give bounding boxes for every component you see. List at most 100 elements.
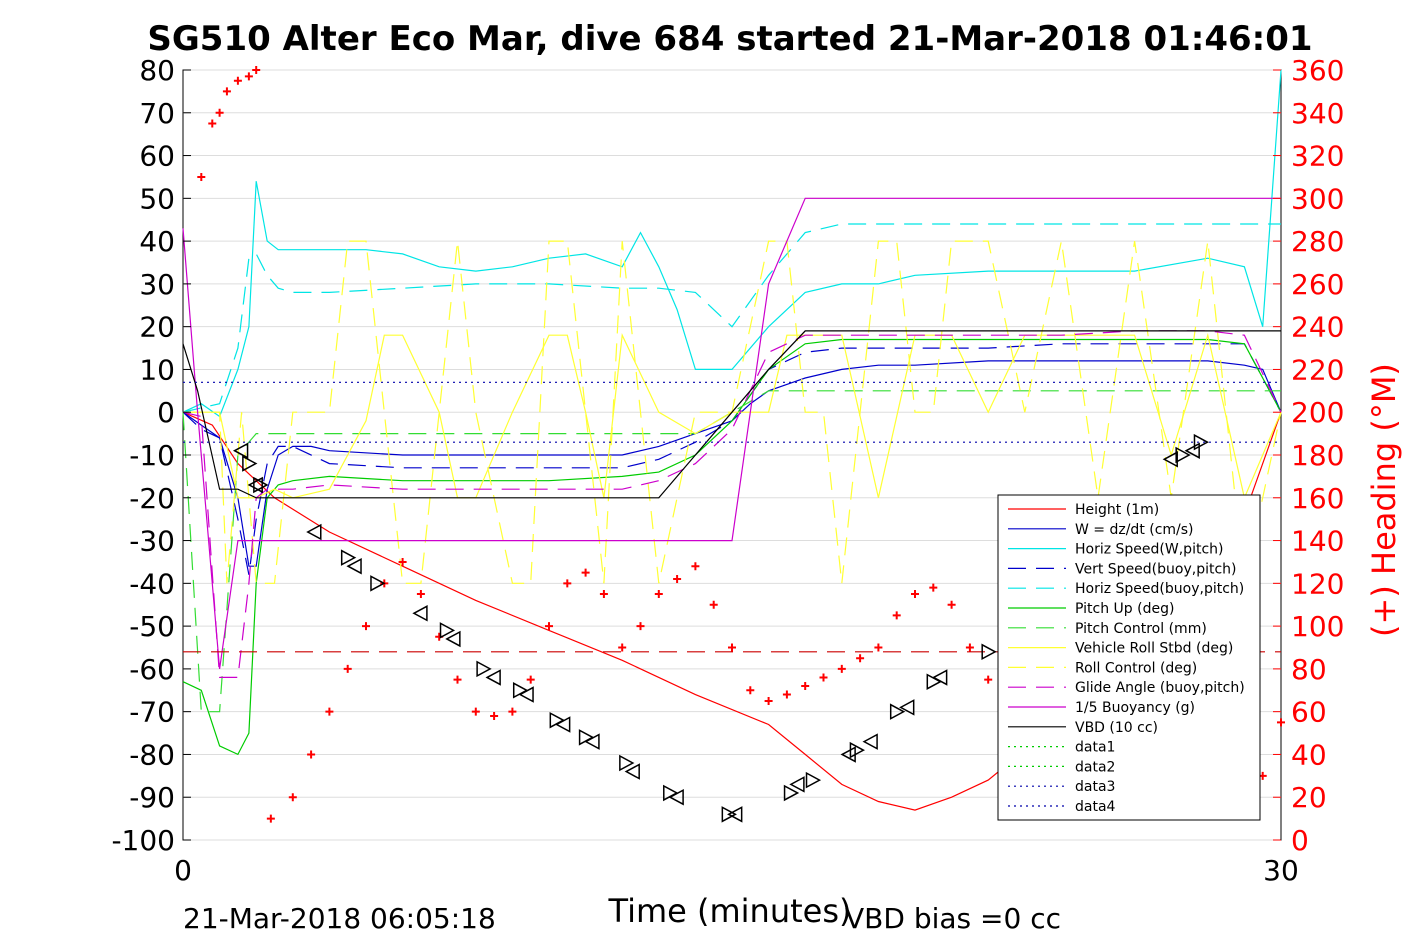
triangle-marker — [783, 784, 800, 802]
heading-point — [508, 707, 517, 716]
heading-point — [545, 622, 553, 631]
series-horiz-speed — [182, 69, 1282, 418]
right-tick-label: 360 — [1291, 54, 1344, 87]
x-axis-label: Time (minutes) — [608, 892, 852, 930]
heading-point — [526, 675, 535, 684]
heading-point — [215, 108, 224, 117]
triangle-marker — [889, 703, 906, 720]
legend-label: data3 — [1075, 779, 1115, 795]
legend-label: VBD (10 cc) — [1075, 720, 1158, 736]
triangle-marker — [412, 605, 428, 622]
triangle-marker — [232, 442, 249, 459]
left-tick-label: 60 — [139, 140, 175, 173]
legend-label: data2 — [1075, 759, 1115, 775]
series-glide-angle — [182, 330, 1282, 679]
triangle-marker — [346, 557, 362, 575]
heading-point — [892, 611, 901, 620]
triangle-marker — [555, 716, 571, 733]
triangle-marker — [340, 549, 357, 566]
footer-vbd-bias: VBD bias =0 cc — [845, 902, 1061, 935]
left-tick-label: 20 — [139, 311, 175, 344]
right-axis-label: (+) Heading (°M) — [1365, 363, 1403, 637]
heading-point — [911, 590, 919, 599]
triangle-marker — [899, 699, 915, 716]
heading-point — [782, 690, 791, 699]
right-tick-label: 0 — [1291, 824, 1309, 857]
heading-point — [947, 600, 956, 609]
legend-label: Horiz Speed(W,pitch) — [1075, 542, 1223, 558]
heading-point — [208, 119, 217, 128]
heading-point — [471, 707, 480, 716]
heading-point — [673, 575, 682, 584]
heading-point — [819, 673, 828, 682]
heading-point — [709, 600, 718, 609]
heading-point — [874, 643, 883, 652]
left-tick-label: 50 — [139, 182, 175, 215]
heading-point — [453, 675, 462, 684]
heading-point — [266, 814, 275, 823]
left-tick-label: 70 — [139, 97, 175, 130]
heading-point — [965, 643, 974, 652]
legend: Height (1m) W = dz/dt (cm/s) Horiz Speed(W… — [997, 494, 1261, 821]
left-tick-label: -60 — [129, 653, 175, 686]
left-tick-label: -70 — [129, 696, 175, 729]
right-tick-label: 340 — [1291, 97, 1344, 130]
triangle-marker — [518, 686, 534, 703]
heading-point — [362, 622, 370, 631]
right-tick-label: 100 — [1291, 610, 1344, 643]
heading-point — [343, 664, 352, 673]
triangle-marker — [619, 754, 635, 772]
triangle-marker — [1193, 433, 1210, 451]
heading-point — [233, 76, 242, 85]
legend-label: data4 — [1075, 799, 1116, 815]
x-tick-label: 0 — [174, 854, 192, 887]
right-tick-label: 160 — [1291, 482, 1344, 515]
heading-point — [197, 172, 206, 181]
triangle-markers — [232, 433, 1210, 823]
triangle-marker — [721, 806, 737, 823]
series-layer — [182, 69, 1282, 811]
triangle-marker — [849, 741, 866, 759]
triangle-marker — [1184, 442, 1200, 459]
triangle-marker — [476, 660, 492, 678]
triangle-marker — [624, 763, 640, 780]
triangle-marker — [485, 669, 501, 686]
legend-label: W = dz/dt (cm/s) — [1075, 522, 1194, 538]
triangle-marker — [1162, 451, 1178, 468]
heading-point — [746, 686, 755, 695]
heading-point — [416, 590, 425, 599]
series-w — [182, 360, 1282, 567]
triangle-marker — [789, 776, 805, 793]
triangle-marker — [247, 476, 263, 494]
left-tick-label: -20 — [129, 482, 175, 515]
heading-point — [563, 579, 572, 588]
chart-title: SG510 Alter Eco Mar, dive 684 started 21… — [147, 19, 1312, 59]
triangle-marker — [370, 575, 386, 592]
right-tick-label: 60 — [1291, 696, 1327, 729]
heading-point — [837, 664, 846, 673]
heading-point — [288, 793, 297, 802]
heading-point — [728, 643, 736, 652]
left-tick-label: -40 — [129, 567, 175, 600]
left-tick-label: -80 — [129, 738, 175, 771]
x-axis-ticks: 0 30 — [174, 832, 1299, 887]
heading-point — [691, 562, 700, 571]
right-tick-label: 320 — [1291, 140, 1344, 173]
heading-point — [252, 66, 261, 74]
left-tick-label: 0 — [157, 396, 175, 429]
legend-label: Horiz Speed(buoy,pitch) — [1075, 581, 1244, 597]
heading-point — [764, 696, 773, 705]
triangle-marker — [242, 455, 258, 472]
heading-point — [398, 557, 407, 566]
x-tick-label: 30 — [1263, 854, 1299, 887]
heading-point — [801, 682, 810, 690]
triangle-marker — [1175, 446, 1191, 464]
right-tick-label: 200 — [1291, 396, 1344, 429]
heading-point — [244, 72, 253, 81]
right-axis-ticks: 3603403203002802602402202001801601401201… — [1273, 54, 1344, 857]
triangle-marker — [584, 733, 600, 750]
heading-point — [325, 707, 334, 716]
footer-timestamp: 21-Mar-2018 06:05:18 — [183, 902, 496, 935]
heading-point — [1277, 718, 1285, 727]
